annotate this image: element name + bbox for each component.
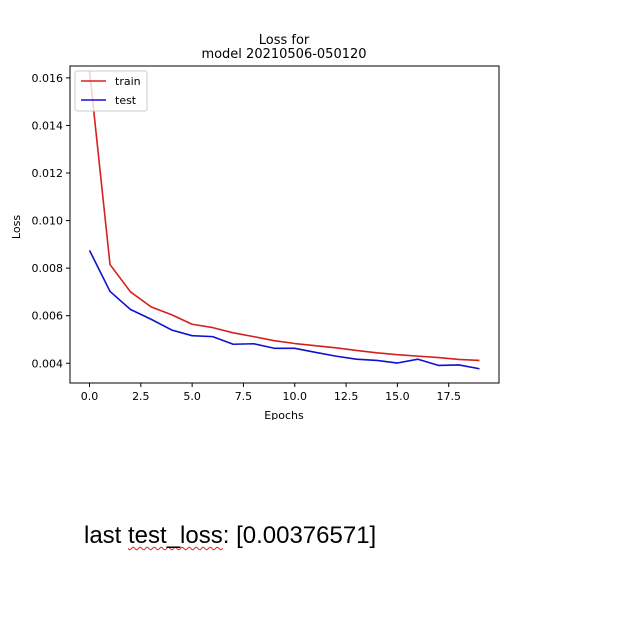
y-tick-label: 0.008 bbox=[32, 262, 64, 275]
y-tick-label: 0.004 bbox=[32, 357, 64, 370]
y-axis-label: Loss bbox=[10, 215, 23, 239]
x-tick-label: 17.5 bbox=[436, 390, 461, 403]
last-test-loss-text: last test_loss: [0.00376571] bbox=[84, 522, 376, 550]
y-tick-label: 0.016 bbox=[32, 72, 64, 85]
legend: train test bbox=[74, 70, 148, 112]
series-line-train bbox=[88, 70, 480, 362]
x-tick-label: 5.0 bbox=[183, 390, 201, 403]
x-tick-label: 2.5 bbox=[132, 390, 150, 403]
plot-frame bbox=[69, 65, 500, 384]
y-tick-label: 0.010 bbox=[32, 215, 64, 228]
spellcheck-underlined-word: test_loss bbox=[128, 522, 223, 549]
legend-label-test: test bbox=[115, 94, 137, 107]
chart-title-line2: model 20210506-050120 bbox=[201, 47, 366, 62]
x-tick-label: 12.5 bbox=[334, 390, 359, 403]
x-tick-label: 15.0 bbox=[385, 390, 410, 403]
loss-chart: Loss for model 20210506-050120 0.0 2.5 5.0… bbox=[10, 33, 500, 420]
y-tick-label: 0.012 bbox=[32, 167, 64, 180]
chart-title-line1: Loss for bbox=[259, 33, 310, 48]
y-tick-label: 0.006 bbox=[32, 310, 64, 323]
x-tick-label: 7.5 bbox=[235, 390, 253, 403]
x-axis-label: Epochs bbox=[264, 409, 304, 420]
x-tick-label: 0.0 bbox=[81, 390, 99, 403]
legend-label-train: train bbox=[115, 75, 141, 88]
caption-prefix: last bbox=[84, 522, 129, 549]
y-tick-label: 0.014 bbox=[32, 119, 64, 132]
series-line-test bbox=[88, 249, 480, 370]
caption-value: : [0.00376571] bbox=[222, 522, 377, 549]
x-tick-label: 10.0 bbox=[283, 390, 308, 403]
